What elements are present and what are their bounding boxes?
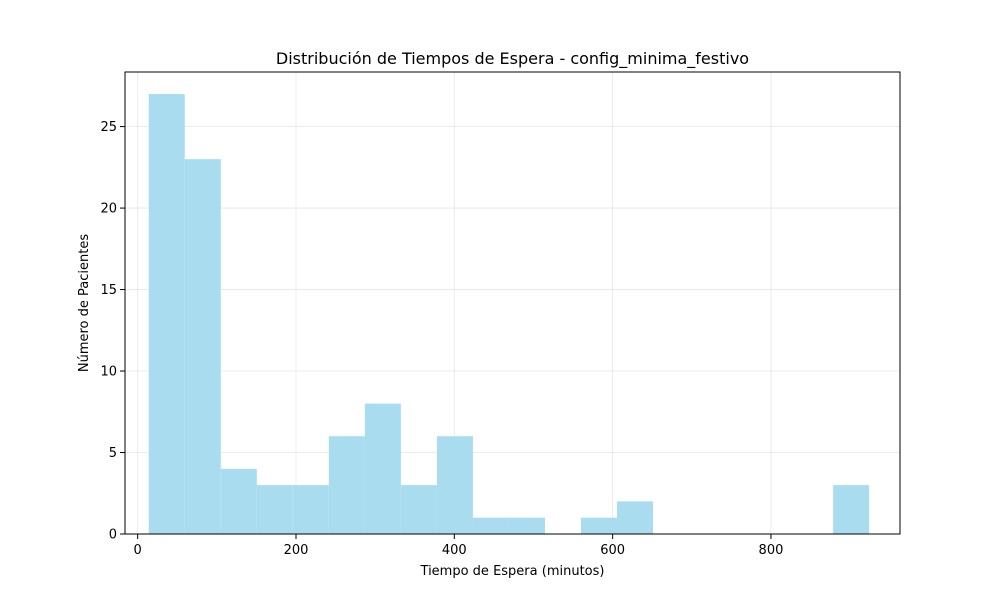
x-tick-label: 600 <box>600 543 625 558</box>
y-tick-label: 10 <box>100 365 117 380</box>
histogram-bar <box>508 517 545 534</box>
y-tick-label: 5 <box>109 446 117 461</box>
histogram-bar <box>833 485 870 534</box>
x-tick-label: 200 <box>284 543 309 558</box>
histogram-bar <box>616 501 654 534</box>
x-tick-label: 800 <box>759 543 784 558</box>
histogram-bar <box>580 517 617 534</box>
histogram-bar <box>184 159 221 534</box>
y-tick-label: 15 <box>100 283 117 298</box>
bars <box>148 94 870 534</box>
histogram-bar <box>364 403 401 534</box>
histogram-bar <box>400 485 437 534</box>
x-tick-label: 400 <box>442 543 467 558</box>
histogram-bar <box>436 436 473 534</box>
chart-title: Distribución de Tiempos de Espera - conf… <box>276 49 749 69</box>
y-axis-label: Número de Pacientes <box>77 234 92 372</box>
y-tick-label: 20 <box>100 202 117 217</box>
grid <box>125 72 900 535</box>
histogram-bar <box>292 485 329 534</box>
x-axis-ticks: 0 200 400 600 800 <box>134 534 784 558</box>
histogram-bar <box>256 485 293 534</box>
x-axis-label: Tiempo de Espera (minutos) <box>420 564 605 579</box>
x-tick-label: 0 <box>134 543 142 558</box>
y-axis-ticks: 0 5 10 15 20 25 <box>100 120 125 543</box>
plot-frame <box>124 71 901 535</box>
histogram-bar <box>328 436 365 534</box>
y-tick-label: 0 <box>109 528 117 543</box>
histogram-bar <box>472 517 509 534</box>
histogram-bar <box>220 468 257 534</box>
histogram-bar <box>148 94 185 534</box>
y-tick-label: 25 <box>100 120 117 135</box>
